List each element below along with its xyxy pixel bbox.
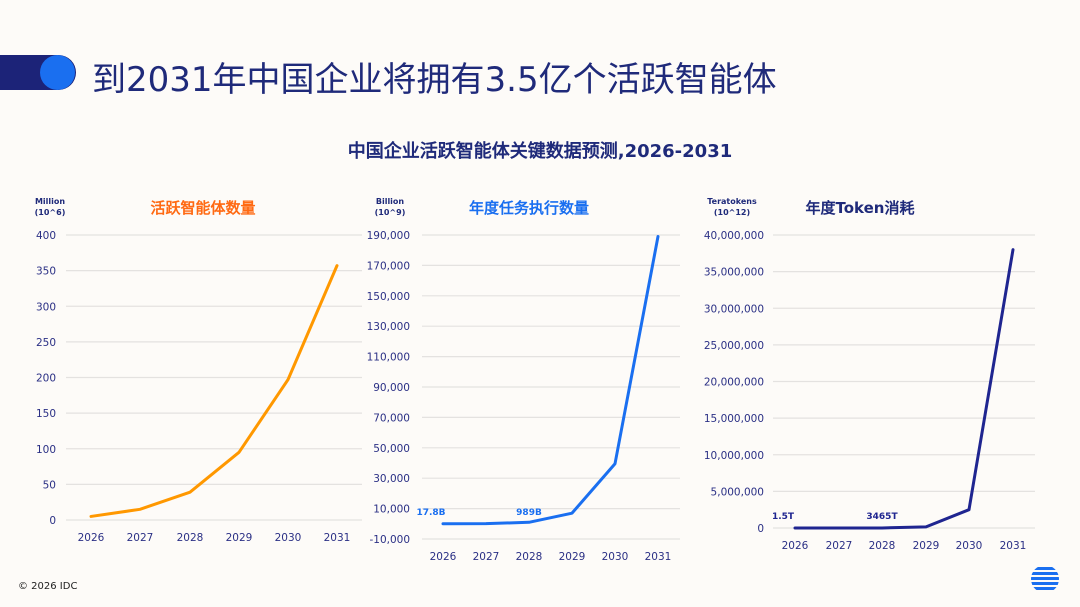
page-title: 到2031年中国企业将拥有3.5亿个活跃智能体 <box>92 60 777 100</box>
x-tick-label: 2031 <box>645 551 672 563</box>
x-tick-label: 2029 <box>226 532 253 544</box>
y-tick-label: 90,000 <box>373 382 410 394</box>
x-tick-label: 2030 <box>602 551 629 563</box>
x-tick-label: 2030 <box>956 540 983 552</box>
y-tick-label: 250 <box>36 337 56 349</box>
chart-title: 活跃智能体数量 <box>150 199 255 217</box>
idc-logo-icon <box>1031 565 1059 593</box>
y-tick-label: 25,000,000 <box>704 340 764 352</box>
y-tick-label: 200 <box>36 373 56 385</box>
x-tick-label: 2028 <box>516 551 543 563</box>
y-tick-label: 0 <box>757 523 764 535</box>
y-tick-label: 400 <box>36 230 56 242</box>
chart-title: 年度任务执行数量 <box>469 199 589 217</box>
y-tick-label: 50,000 <box>373 443 410 455</box>
y-tick-label: 170,000 <box>367 260 410 272</box>
y-tick-label: 30,000 <box>373 473 410 485</box>
x-tick-label: 2028 <box>177 532 204 544</box>
x-tick-label: 2026 <box>782 540 809 552</box>
y-unit-label: Billion <box>376 197 405 206</box>
x-tick-label: 2026 <box>430 551 457 563</box>
y-tick-label: 30,000,000 <box>704 303 764 315</box>
y-tick-label: 5,000,000 <box>711 486 764 498</box>
x-tick-label: 2027 <box>127 532 154 544</box>
y-tick-label: 50 <box>43 479 56 491</box>
y-tick-label: 150 <box>36 408 56 420</box>
x-tick-label: 2026 <box>78 532 105 544</box>
y-unit-label: (10^6) <box>35 208 66 217</box>
chart-2: Billion (10^9) 年度任务执行数量 190,000 170,000 150,0… <box>367 197 680 563</box>
series-line <box>89 264 339 518</box>
y-tick-label: 300 <box>36 301 56 313</box>
chart-title: 年度Token消耗 <box>806 199 915 217</box>
series-line <box>441 235 660 526</box>
y-tick-label: 40,000,000 <box>704 230 764 242</box>
y-tick-label: 15,000,000 <box>704 413 764 425</box>
y-tick-label: 10,000,000 <box>704 450 764 462</box>
y-unit-label: (10^12) <box>714 208 750 217</box>
y-unit-label: Million <box>35 197 65 206</box>
chart-1: Million (10^6) 活跃智能体数量 400 350 300 250 200 150 10… <box>35 197 362 544</box>
x-tick-label: 2029 <box>913 540 940 552</box>
data-label: 3465T <box>866 512 898 522</box>
header-accent-dot <box>40 55 75 90</box>
data-label: 17.8B <box>416 508 445 518</box>
y-tick-label: 100 <box>36 444 56 456</box>
y-tick-label: 10,000 <box>373 504 410 516</box>
x-tick-label: 2030 <box>275 532 302 544</box>
y-unit-label: (10^9) <box>375 208 406 217</box>
series-line <box>793 248 1015 530</box>
x-tick-label: 2028 <box>869 540 896 552</box>
chart-group-title: 中国企业活跃智能体关键数据预测,2026-2031 <box>347 141 733 162</box>
y-tick-label: 35,000,000 <box>704 267 764 279</box>
y-tick-label: 150,000 <box>367 291 410 303</box>
data-label: 1.5T <box>772 512 795 522</box>
y-tick-label: 130,000 <box>367 321 410 333</box>
x-tick-label: 2031 <box>324 532 351 544</box>
y-unit-label: Teratokens <box>707 197 757 206</box>
x-tick-label: 2027 <box>473 551 500 563</box>
y-tick-label: 350 <box>36 266 56 278</box>
y-tick-label: 110,000 <box>367 352 410 364</box>
copyright: © 2026 IDC <box>18 581 78 592</box>
y-tick-label: 70,000 <box>373 412 410 424</box>
x-tick-label: 2031 <box>1000 540 1027 552</box>
y-tick-label: 20,000,000 <box>704 377 764 389</box>
y-tick-label: 0 <box>49 515 56 527</box>
x-tick-label: 2027 <box>826 540 853 552</box>
x-tick-label: 2029 <box>559 551 586 563</box>
chart-3: Teratokens (10^12) 年度Token消耗 40,000,000 35,0… <box>704 197 1035 552</box>
y-tick-label: -10,000 <box>369 534 410 546</box>
y-tick-label: 190,000 <box>367 230 410 242</box>
data-label: 989B <box>516 508 542 518</box>
